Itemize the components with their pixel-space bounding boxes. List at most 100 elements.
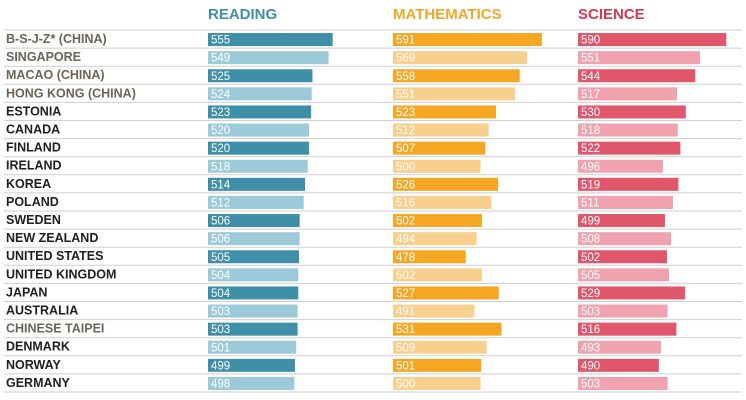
math-value-label: 494 (396, 234, 416, 246)
country-label: DENMARK (6, 340, 70, 354)
country-label: HONG KONG (CHINA) (6, 86, 136, 100)
reading-bar (208, 232, 300, 246)
reading-bar (208, 214, 300, 228)
reading-bar (208, 376, 295, 390)
country-label: AUSTRALIA (6, 304, 78, 318)
reading-value-label: 512 (211, 197, 230, 209)
country-label: B-S-J-Z* (CHINA) (6, 32, 107, 46)
reading-bar (208, 177, 306, 191)
math-value-label: 591 (396, 35, 415, 47)
reading-bar (208, 33, 333, 47)
reading-value-label: 498 (211, 378, 230, 390)
math-bar (393, 105, 497, 119)
math-value-label: 512 (396, 125, 415, 137)
reading-value-label: 504 (211, 288, 231, 300)
reading-value-label: 514 (211, 179, 231, 191)
math-bar (393, 195, 492, 209)
reading-value-label: 503 (211, 306, 230, 318)
math-value-label: 551 (396, 89, 415, 101)
country-label: KOREA (6, 177, 51, 191)
math-value-label: 500 (396, 161, 415, 173)
science-bar (578, 177, 679, 191)
country-label: GERMANY (6, 376, 71, 390)
science-bar (578, 51, 700, 65)
country-label: CANADA (6, 123, 60, 137)
math-bar (393, 250, 466, 264)
reading-bar (208, 340, 297, 354)
math-bar (393, 141, 486, 155)
reading-bar (208, 159, 308, 173)
math-bar (393, 123, 489, 137)
math-value-label: 569 (396, 53, 415, 65)
column-header-reading: READING (208, 6, 277, 23)
country-label: NORWAY (6, 358, 62, 372)
science-value-label: 493 (581, 342, 600, 354)
reading-value-label: 523 (211, 107, 230, 119)
math-value-label: 501 (396, 360, 415, 372)
math-bar (393, 304, 475, 318)
math-bar (393, 87, 515, 101)
science-bar (578, 286, 686, 300)
math-value-label: 478 (396, 252, 415, 264)
science-bar (578, 195, 674, 209)
science-bar (578, 232, 671, 246)
reading-value-label: 504 (211, 270, 231, 282)
math-value-label: 526 (396, 179, 415, 191)
reading-value-label: 505 (211, 252, 230, 264)
reading-bar (208, 123, 310, 137)
reading-bar (208, 195, 304, 209)
math-bar (393, 214, 482, 228)
reading-value-label: 503 (211, 324, 230, 336)
reading-value-label: 506 (211, 234, 230, 246)
science-value-label: 508 (581, 234, 600, 246)
country-label: SWEDEN (6, 213, 61, 227)
country-label: CHINESE TAIPEI (6, 322, 104, 336)
science-value-label: 503 (581, 378, 600, 390)
math-bar (393, 322, 502, 336)
science-value-label: 502 (581, 252, 600, 264)
math-bar (393, 268, 482, 282)
math-value-label: 502 (396, 216, 415, 228)
science-bar (578, 87, 678, 101)
science-bar (578, 322, 677, 336)
reading-bar (208, 286, 299, 300)
country-label: UNITED STATES (6, 249, 103, 263)
science-value-label: 530 (581, 107, 600, 119)
science-value-label: 505 (581, 270, 600, 282)
reading-bar (208, 141, 310, 155)
reading-value-label: 518 (211, 161, 230, 173)
math-bar (393, 286, 499, 300)
country-label: ESTONIA (6, 104, 61, 118)
reading-bar (208, 69, 313, 83)
math-value-label: 502 (396, 270, 415, 282)
science-bar (578, 376, 668, 390)
science-value-label: 590 (581, 35, 600, 47)
reading-bar (208, 358, 295, 372)
country-label: FINLAND (6, 141, 61, 155)
math-value-label: 491 (396, 306, 415, 318)
country-label: NEW ZEALAND (6, 231, 98, 245)
reading-value-label: 555 (211, 35, 230, 47)
math-bar (393, 376, 481, 390)
reading-value-label: 524 (211, 89, 231, 101)
science-bar (578, 159, 663, 173)
science-value-label: 529 (581, 288, 600, 300)
reading-value-label: 549 (211, 53, 230, 65)
math-bar (393, 33, 542, 47)
science-bar (578, 123, 678, 137)
country-label: UNITED KINGDOM (6, 267, 116, 281)
science-bar (578, 214, 665, 228)
science-bar (578, 340, 661, 354)
reading-value-label: 520 (211, 143, 230, 155)
reading-bar (208, 304, 298, 318)
math-value-label: 558 (396, 71, 415, 83)
math-bar (393, 358, 482, 372)
column-header-science: SCIENCE (578, 6, 645, 23)
reading-value-label: 501 (211, 342, 230, 354)
country-label: MACAO (CHINA) (6, 68, 105, 82)
math-bar (393, 159, 481, 173)
science-value-label: 496 (581, 161, 600, 173)
science-value-label: 544 (581, 71, 601, 83)
reading-bar (208, 250, 299, 264)
